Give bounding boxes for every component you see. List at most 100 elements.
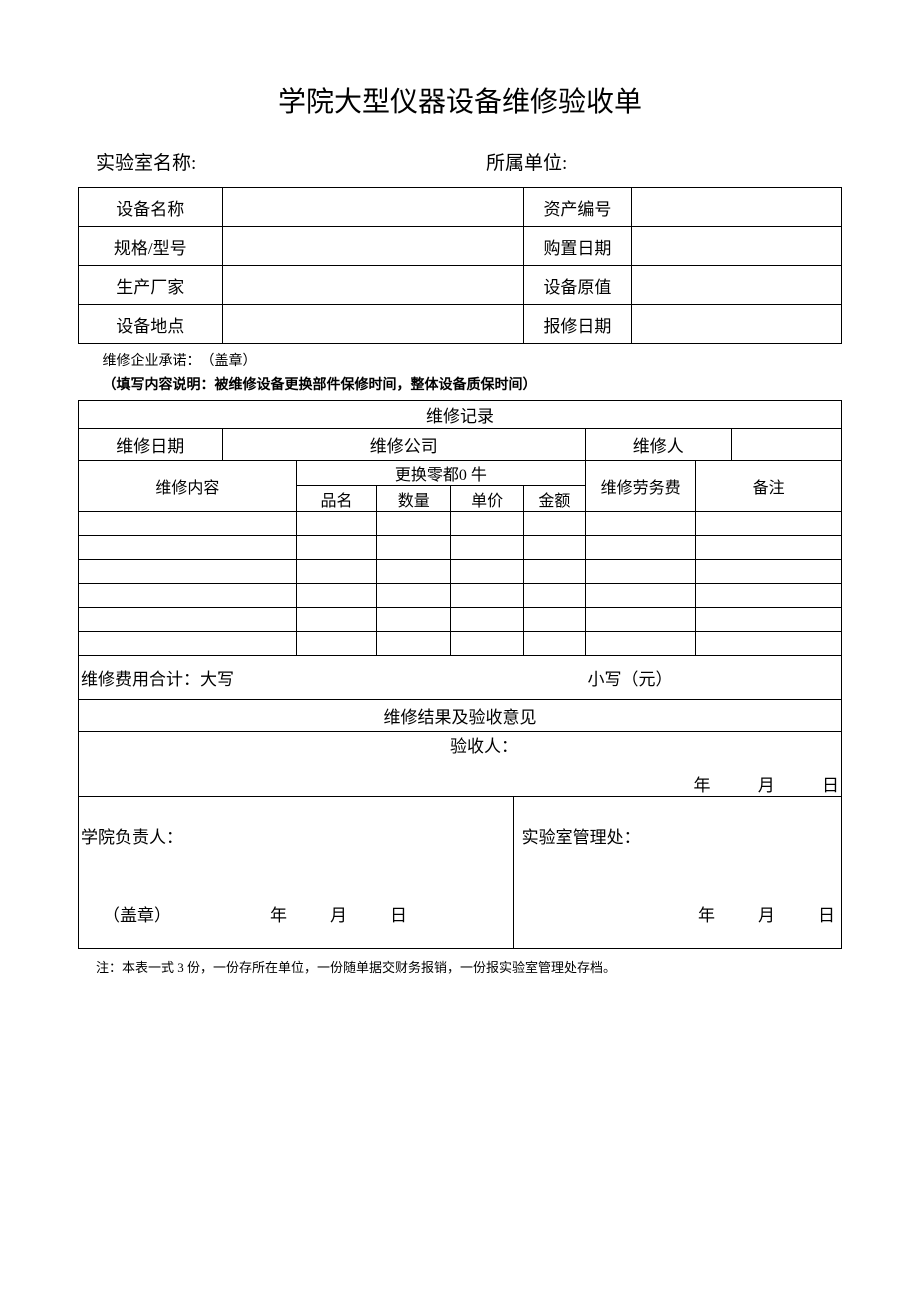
- header-row: 实验室名称: 所属单位:: [78, 148, 842, 175]
- manufacturer-value[interactable]: [222, 266, 523, 305]
- cell[interactable]: [451, 608, 523, 632]
- record-title: 维修记录: [79, 401, 842, 429]
- cell[interactable]: [696, 608, 842, 632]
- repair-content-col: 维修内容: [79, 461, 297, 512]
- month-label: 月: [719, 901, 779, 926]
- cell[interactable]: [523, 608, 585, 632]
- accept-area[interactable]: 验收人： 年 月 日: [79, 732, 842, 797]
- remark-col: 备注: [696, 461, 842, 512]
- cell[interactable]: [296, 512, 376, 536]
- parts-header-row: 维修内容 更换零都0 牛 维修劳务费 备注: [79, 461, 842, 486]
- cell[interactable]: [377, 632, 451, 656]
- purchase-date-value[interactable]: [632, 227, 842, 266]
- cell[interactable]: [79, 560, 297, 584]
- commitment-row: 维修企业承诺： （盖章）: [79, 344, 842, 373]
- year-label: 年: [231, 901, 291, 926]
- repair-date-col: 维修日期: [79, 429, 223, 461]
- college-leader-label: 学院负责人：: [79, 797, 513, 848]
- acceptor-label: 验收人：: [79, 732, 841, 757]
- cell[interactable]: [296, 608, 376, 632]
- cell[interactable]: [296, 560, 376, 584]
- cell[interactable]: [696, 536, 842, 560]
- page-title: 学院大型仪器设备维修验收单: [78, 80, 842, 120]
- cell[interactable]: [523, 632, 585, 656]
- orig-value-value[interactable]: [632, 266, 842, 305]
- cell[interactable]: [296, 632, 376, 656]
- commitment-row: （填写内容说明：被维修设备更换部件保修时间，整体设备质保时间）: [79, 372, 842, 401]
- college-sign-cell[interactable]: 学院负责人： （盖章） 年 月 日: [79, 797, 514, 949]
- repair-company-col: 维修公司: [222, 429, 585, 461]
- cell[interactable]: [523, 536, 585, 560]
- lab-office-sign-cell[interactable]: 实验室管理处： 年 月 日: [513, 797, 841, 949]
- repair-date-value[interactable]: [632, 305, 842, 344]
- cell[interactable]: [377, 536, 451, 560]
- cell[interactable]: [377, 584, 451, 608]
- asset-no-value[interactable]: [632, 188, 842, 227]
- cell[interactable]: [585, 608, 695, 632]
- result-section-head: 维修结果及验收意见: [79, 700, 842, 732]
- cell[interactable]: [296, 536, 376, 560]
- cell[interactable]: [523, 512, 585, 536]
- total-row: 维修费用合计：大写 小写（元）: [79, 656, 842, 700]
- footnote: 注：本表一式 3 份，一份存所在单位，一份随单据交财务报销，一份报实验室管理处存…: [78, 949, 842, 976]
- sign-row: 学院负责人： （盖章） 年 月 日 实验室管理处： 年 月 日: [79, 797, 842, 949]
- col-amount: 金额: [523, 486, 585, 512]
- stamp-label: （盖章）: [103, 901, 231, 926]
- lab-name-label: 实验室名称:: [96, 148, 486, 175]
- cell[interactable]: [377, 512, 451, 536]
- cell[interactable]: [79, 584, 297, 608]
- cell[interactable]: [451, 632, 523, 656]
- cell[interactable]: [377, 560, 451, 584]
- repair-person-col: 维修人: [585, 429, 731, 461]
- table-row: [79, 584, 842, 608]
- cell[interactable]: [451, 560, 523, 584]
- cell[interactable]: [451, 584, 523, 608]
- table-row: [79, 632, 842, 656]
- cell[interactable]: [79, 608, 297, 632]
- cell[interactable]: [79, 536, 297, 560]
- total-lower-label: 小写（元）: [585, 656, 841, 700]
- cell[interactable]: [696, 560, 842, 584]
- table-row: [79, 512, 842, 536]
- cell[interactable]: [79, 512, 297, 536]
- cell[interactable]: [585, 536, 695, 560]
- cell[interactable]: [523, 560, 585, 584]
- cell[interactable]: [377, 608, 451, 632]
- table-row: 规格/型号 购置日期: [79, 227, 842, 266]
- device-name-value[interactable]: [222, 188, 523, 227]
- cell[interactable]: [451, 512, 523, 536]
- cell[interactable]: [585, 632, 695, 656]
- cell[interactable]: [585, 512, 695, 536]
- table-row: 设备名称 资产编号: [79, 188, 842, 227]
- spec-label: 规格/型号: [79, 227, 223, 266]
- orig-value-label: 设备原值: [523, 266, 631, 305]
- cell[interactable]: [523, 584, 585, 608]
- spec-value[interactable]: [222, 227, 523, 266]
- cell[interactable]: [696, 584, 842, 608]
- table-row: [79, 536, 842, 560]
- purchase-date-label: 购置日期: [523, 227, 631, 266]
- accept-date: 年 月 日: [79, 771, 841, 796]
- col-name: 品名: [296, 486, 376, 512]
- replace-parts-col: 更换零都0 牛: [296, 461, 585, 486]
- repair-person-value[interactable]: [731, 429, 842, 461]
- cell[interactable]: [585, 560, 695, 584]
- cell[interactable]: [696, 632, 842, 656]
- unit-name-label: 所属单位:: [486, 148, 567, 175]
- total-upper-label: 维修费用合计：大写: [79, 656, 586, 700]
- location-value[interactable]: [222, 305, 523, 344]
- manufacturer-label: 生产厂家: [79, 266, 223, 305]
- month-label: 月: [291, 901, 351, 926]
- day-label: 日: [779, 771, 839, 796]
- result-title: 维修结果及验收意见: [79, 700, 842, 732]
- cell[interactable]: [696, 512, 842, 536]
- asset-no-label: 资产编号: [523, 188, 631, 227]
- record-section-head: 维修记录: [79, 401, 842, 429]
- cell[interactable]: [296, 584, 376, 608]
- col-price: 单价: [451, 486, 523, 512]
- device-name-label: 设备名称: [79, 188, 223, 227]
- cell[interactable]: [585, 584, 695, 608]
- cell[interactable]: [79, 632, 297, 656]
- table-row: [79, 560, 842, 584]
- cell[interactable]: [451, 536, 523, 560]
